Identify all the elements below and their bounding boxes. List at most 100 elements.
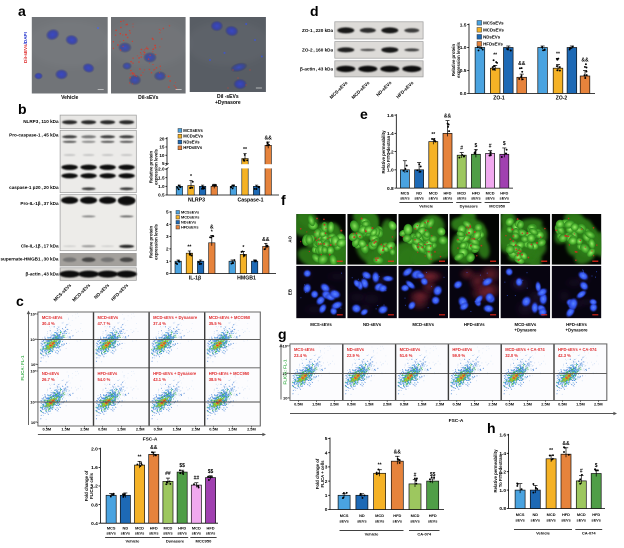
- svg-text:MCS-sEVs: MCS-sEVs: [42, 315, 63, 320]
- svg-text:#: #: [460, 146, 463, 152]
- svg-text:FSC-A: FSC-A: [449, 418, 464, 424]
- svg-text:MCD-sEVs: MCD-sEVs: [400, 347, 421, 352]
- svg-text:0.5: 0.5: [158, 193, 165, 198]
- svg-text:MCD-sEVs: MCD-sEVs: [412, 322, 434, 327]
- svg-text:MCDsEVs: MCDsEVs: [183, 134, 203, 139]
- svg-text:MCSsEVs: MCSsEVs: [483, 21, 504, 26]
- svg-text:CA-074: CA-074: [582, 531, 597, 536]
- svg-text:HMGB1: HMGB1: [237, 276, 256, 282]
- svg-text:ZO-2 , 160 kDa: ZO-2 , 160 kDa: [302, 48, 333, 53]
- svg-text:ND-sEVs: ND-sEVs: [363, 322, 382, 327]
- svg-text:0.8: 0.8: [387, 186, 394, 192]
- svg-text:HFDsEVs: HFDsEVs: [181, 225, 199, 230]
- svg-text:Vehicle: Vehicle: [419, 204, 434, 209]
- svg-text:ND-sEVs: ND-sEVs: [42, 371, 60, 376]
- svg-text:10⁴: 10⁴: [30, 337, 36, 342]
- svg-text:b: b: [18, 101, 27, 117]
- svg-text:1.0: 1.0: [158, 184, 165, 189]
- svg-text:0: 0: [325, 507, 328, 513]
- svg-text:Relative proteinexpression lev: Relative proteinexpression levels: [451, 41, 461, 77]
- svg-text:1.5: 1.5: [158, 175, 165, 180]
- svg-text:MCD-sEVs + Dynasore: MCD-sEVs + Dynasore: [153, 315, 198, 320]
- svg-text:sEVs: sEVs: [192, 531, 202, 536]
- svg-text:supernate-HMGB1 , 30 kDa: supernate-HMGB1 , 30 kDa: [0, 257, 58, 262]
- svg-text:ND: ND: [359, 513, 365, 518]
- svg-text:sEVs: sEVs: [485, 196, 495, 201]
- svg-text:sEVs: sEVs: [206, 531, 216, 536]
- svg-text:f: f: [281, 192, 286, 208]
- svg-text:sEVs: sEVs: [106, 531, 116, 536]
- svg-text:β-actin , 43 kDa: β-actin , 43 kDa: [300, 67, 333, 72]
- svg-text:MCC950: MCC950: [489, 204, 506, 209]
- svg-text:MCD-sEVs: MCD-sEVs: [515, 322, 537, 327]
- svg-text:MCS-sEVs: MCS-sEVs: [310, 322, 332, 327]
- svg-text:HFD-sEVs + MCC950: HFD-sEVs + MCC950: [209, 371, 250, 376]
- svg-text:Pro-caspase-1 , 45 kDa: Pro-caspase-1 , 45 kDa: [9, 133, 59, 138]
- svg-text:+Dynasore: +Dynasore: [514, 328, 537, 333]
- svg-text:0.8: 0.8: [91, 502, 98, 508]
- svg-text:10³: 10³: [31, 362, 37, 367]
- svg-text:54.0 %: 54.0 %: [98, 377, 111, 382]
- svg-text:Relative proteinexpression lev: Relative proteinexpression levels: [149, 148, 159, 184]
- svg-text:sEVs: sEVs: [410, 519, 420, 524]
- svg-text:&&: &&: [444, 114, 452, 120]
- svg-text:FLICA: FL-1: FLICA: FL-1: [283, 359, 288, 384]
- svg-text:35.5 %: 35.5 %: [209, 321, 222, 326]
- svg-text:sEVs: sEVs: [357, 519, 367, 524]
- svg-text:**: **: [138, 454, 142, 460]
- svg-text:ZO-1 , 220 kDa: ZO-1 , 220 kDa: [302, 28, 333, 33]
- svg-text:c: c: [16, 293, 24, 309]
- svg-text:MCS: MCS: [516, 512, 525, 517]
- svg-text:15: 15: [159, 145, 165, 150]
- svg-text:sEVs: sEVs: [531, 518, 541, 523]
- svg-text:sEVs: sEVs: [515, 518, 525, 523]
- svg-text:10³: 10³: [283, 396, 289, 401]
- svg-text:MCD: MCD: [411, 513, 420, 518]
- svg-text:1: 1: [325, 493, 328, 499]
- svg-text:sEVs: sEVs: [400, 196, 410, 201]
- svg-text:NDsEVs: NDsEVs: [183, 139, 200, 144]
- svg-text:sEVs: sEVs: [375, 519, 385, 524]
- svg-text:MCS: MCS: [340, 513, 349, 518]
- svg-text:sEVs: sEVs: [339, 519, 349, 524]
- svg-text:EB: EB: [288, 289, 293, 295]
- svg-text:FLICA: FL-1: FLICA: FL-1: [20, 355, 25, 380]
- svg-text:3: 3: [166, 234, 169, 239]
- svg-text:1.0: 1.0: [499, 488, 506, 494]
- svg-text:$$: $$: [430, 472, 436, 478]
- svg-text:&&: &&: [562, 441, 570, 447]
- svg-text:sEVs: sEVs: [500, 196, 510, 201]
- svg-text:Vehicle: Vehicle: [365, 532, 380, 537]
- svg-text:Relative proteinexpression lev: Relative proteinexpression levels: [149, 223, 159, 259]
- svg-text:30.4 %: 30.4 %: [42, 321, 55, 326]
- svg-text:Vehicle: Vehicle: [536, 531, 551, 536]
- svg-text:&&: &&: [581, 57, 589, 63]
- svg-text:d: d: [310, 3, 319, 19]
- svg-text:**: **: [431, 132, 435, 138]
- svg-text:sEVs: sEVs: [546, 518, 556, 523]
- svg-text:Fold change ofFLICA+ cells: Fold change ofFLICA+ cells: [84, 470, 94, 501]
- svg-text:32.0 %: 32.0 %: [505, 353, 518, 358]
- svg-text:0.8: 0.8: [499, 506, 506, 512]
- svg-text:2.0: 2.0: [91, 447, 98, 453]
- svg-text:**: **: [378, 463, 382, 469]
- svg-text:sEVs: sEVs: [577, 518, 587, 523]
- svg-text:47.7 %: 47.7 %: [98, 321, 111, 326]
- svg-text:Relative permeabilityTo FITC d: Relative permeabilityTo FITC dextran: [493, 449, 503, 493]
- svg-text:CA-074: CA-074: [417, 532, 432, 537]
- svg-text:20: 20: [159, 136, 165, 141]
- svg-text:IL-1β: IL-1β: [189, 276, 201, 282]
- svg-text:HFD-sEVs: HFD-sEVs: [464, 322, 485, 327]
- svg-text:$$: $$: [179, 463, 185, 469]
- svg-text:51.6 %: 51.6 %: [400, 353, 413, 358]
- svg-text:sEVs: sEVs: [121, 531, 131, 536]
- svg-text:sEVs: sEVs: [414, 196, 424, 201]
- svg-text:10⁵: 10⁵: [30, 369, 36, 374]
- svg-text:sEVs: sEVs: [561, 518, 571, 523]
- svg-text:$: $: [475, 143, 478, 149]
- svg-text:sEVs: sEVs: [443, 196, 453, 201]
- svg-text:1.6: 1.6: [387, 113, 394, 119]
- svg-text:1: 1: [166, 259, 169, 264]
- svg-text:+Dynasore: +Dynasore: [565, 328, 588, 333]
- svg-text:2: 2: [166, 247, 169, 252]
